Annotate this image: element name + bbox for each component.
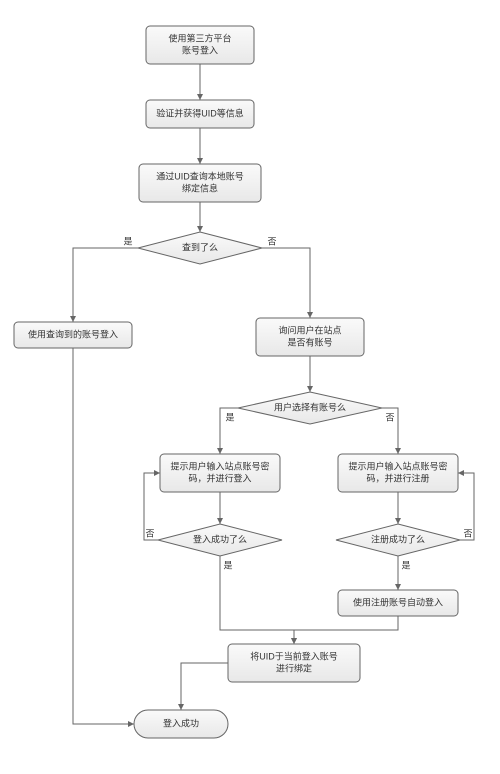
svg-text:使用查询到的账号登入: 使用查询到的账号登入 [28,328,118,339]
node-n4: 使用查询到的账号登入 [14,322,132,348]
node-n6: 提示用户输入站点账号密码，并进行登入 [160,454,280,492]
edge-14 [294,616,398,644]
svg-text:是否有账号: 是否有账号 [287,336,332,347]
node-n3: 通过UID查询本地账号绑定信息 [139,164,261,202]
svg-text:将UID于当前登入账号: 将UID于当前登入账号 [250,650,338,661]
svg-text:绑定信息: 绑定信息 [182,182,218,193]
svg-text:使用第三方平台: 使用第三方平台 [168,32,231,43]
edge-4 [262,248,310,318]
node-n8: 使用注册账号自动登入 [338,590,458,616]
node-d1: 查到了么 [138,232,262,264]
edge-label-6: 是 [225,412,234,422]
svg-text:提示用户输入站点账号密: 提示用户输入站点账号密 [348,460,447,471]
edge-label-3: 是 [123,236,132,246]
node-d2: 用户选择有账号么 [238,392,382,424]
svg-text:使用注册账号自动登入: 使用注册账号自动登入 [353,596,443,607]
node-t1: 登入成功 [134,710,228,738]
node-n7: 提示用户输入站点账号密码，并进行注册 [338,454,458,492]
edge-label-10: 否 [145,528,154,538]
edge-label-13: 是 [401,560,410,570]
svg-text:提示用户输入站点账号密: 提示用户输入站点账号密 [170,460,269,471]
svg-text:询问用户在站点: 询问用户在站点 [278,324,341,335]
edge-label-4: 否 [267,236,276,246]
node-n9: 将UID于当前登入账号进行绑定 [228,644,360,682]
node-n5: 询问用户在站点是否有账号 [256,318,364,356]
svg-text:验证并获得UID等信息: 验证并获得UID等信息 [156,107,244,118]
svg-text:账号登入: 账号登入 [182,45,218,55]
svg-text:码，并进行注册: 码，并进行注册 [366,472,429,483]
node-d3: 登入成功了么 [158,524,282,556]
svg-text:用户选择有账号么: 用户选择有账号么 [274,401,346,412]
edge-label-11: 否 [463,528,472,538]
svg-text:进行绑定: 进行绑定 [276,662,312,673]
svg-text:登入成功: 登入成功 [163,717,199,728]
svg-text:通过UID查询本地账号: 通过UID查询本地账号 [156,170,244,181]
svg-text:查到了么: 查到了么 [182,241,218,252]
node-n1: 使用第三方平台账号登入 [146,26,254,64]
svg-text:码，并进行登入: 码，并进行登入 [188,472,251,483]
svg-text:注册成功了么: 注册成功了么 [371,533,425,544]
edge-3 [73,248,138,322]
svg-text:登入成功了么: 登入成功了么 [193,533,247,544]
edge-label-7: 否 [385,412,394,422]
edge-15 [181,663,228,710]
edge-label-12: 是 [223,560,232,570]
edge-16 [73,348,134,724]
node-n2: 验证并获得UID等信息 [146,100,254,128]
node-d4: 注册成功了么 [336,524,460,556]
